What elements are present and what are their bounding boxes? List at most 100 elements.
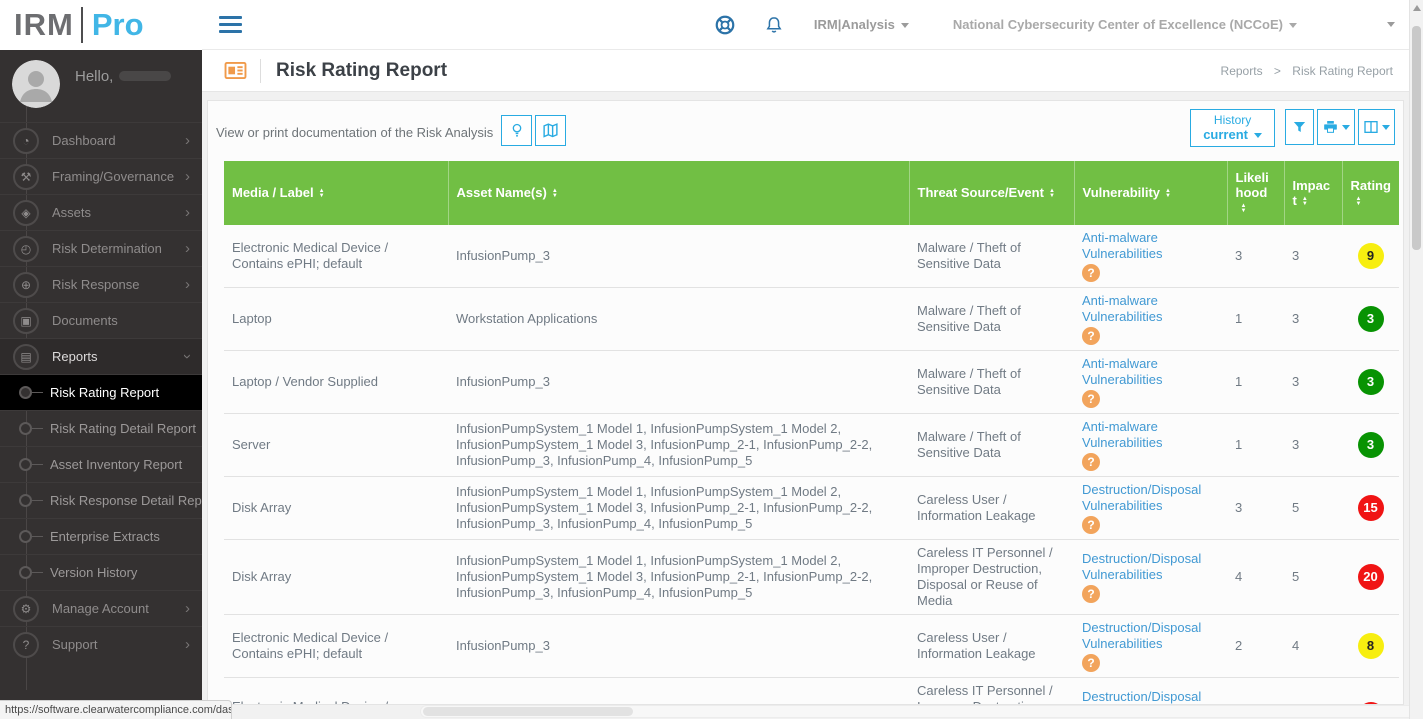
chevron-right-icon: › [185, 240, 190, 257]
help-question-icon[interactable]: ? [1082, 263, 1100, 282]
vulnerability-link[interactable]: Destruction/Disposal Vulnerabilities [1082, 550, 1202, 582]
vulnerability-link[interactable]: Anti-malware Vulnerabilities [1082, 355, 1163, 387]
sort-icon[interactable]: ▲ ▼ [1301, 195, 1308, 207]
scroll-up-arrow-icon[interactable] [1412, 5, 1421, 11]
user-dropdown[interactable] [1381, 16, 1395, 34]
column-header-rating[interactable]: Rating ▲ ▼ [1341, 160, 1399, 225]
sidebar-item-support[interactable]: ? Support › [0, 626, 202, 662]
breadcrumb-parent[interactable]: Reports [1220, 63, 1263, 78]
cell-media-label: Disk Array [224, 476, 448, 540]
sidebar-subitem-risk-rating-report[interactable]: Risk Rating Report [0, 374, 202, 410]
cell-rating: 8 [1342, 614, 1399, 678]
breadcrumb-current: Risk Rating Report [1292, 63, 1393, 78]
sidebar-item-label: Reports [52, 349, 98, 364]
cell-media-label: Disk Array [224, 539, 448, 615]
history-dropdown-button[interactable]: History current [1190, 109, 1275, 147]
column-header-threat-source-event[interactable]: Threat Source/Event ▲ ▼ [908, 160, 1074, 225]
sidebar-subitem-enterprise-extracts[interactable]: Enterprise Extracts [0, 518, 202, 554]
sidebar-item-documents[interactable]: ▣ Documents [0, 302, 202, 338]
column-header-likelihood[interactable]: Likelihood ▲ ▼ [1226, 160, 1284, 225]
organization-label: National Cybersecurity Center of Excelle… [952, 17, 1283, 32]
sort-icon[interactable]: ▲ ▼ [1165, 188, 1171, 200]
brand-primary: IRM [14, 7, 74, 42]
sidebar-subitem-label: Risk Rating Report [50, 385, 160, 400]
sidebar-item-manage-account[interactable]: ⚙ Manage Account › [0, 590, 202, 626]
column-header-asset-name-s[interactable]: Asset Name(s) ▲ ▼ [447, 160, 909, 225]
vulnerability-link[interactable]: Destruction/Disposal Vulnerabilities [1082, 688, 1202, 704]
vulnerability-link[interactable]: Anti-malware Vulnerabilities [1082, 292, 1163, 324]
sidebar-item-reports[interactable]: ▤ Reports › [0, 338, 202, 374]
vulnerability-link[interactable]: Destruction/Disposal Vulnerabilities [1082, 481, 1202, 513]
cell-asset-names: InfusionPump_3 [448, 614, 909, 678]
sort-icon[interactable]: ▲ ▼ [1048, 188, 1055, 200]
sort-icon[interactable]: ▲ ▼ [551, 188, 558, 200]
help-question-icon[interactable]: ? [1082, 515, 1100, 534]
sidebar-item-risk-determination[interactable]: ◴ Risk Determination › [0, 230, 202, 266]
sidebar-subitem-risk-rating-detail-report[interactable]: Risk Rating Detail Report [0, 410, 202, 446]
sidebar-item-risk-response[interactable]: ⊕ Risk Response › [0, 266, 202, 302]
cell-rating: 9 [1342, 224, 1399, 288]
map-book-button[interactable] [535, 115, 567, 147]
breadcrumb-separator: > [1273, 63, 1281, 78]
help-question-icon[interactable]: ? [1082, 389, 1100, 408]
lightbulb-button[interactable] [501, 115, 533, 147]
table-row: Disk Array InfusionPumpSystem_1 Model 1, … [224, 539, 1399, 615]
notifications-bell-icon[interactable] [764, 14, 784, 36]
sidebar-item-label: Risk Response [52, 277, 140, 292]
vulnerability-link[interactable]: Anti-malware Vulnerabilities [1082, 418, 1163, 450]
sidebar-subitem-risk-response-detail-report[interactable]: Risk Response Detail Report [0, 482, 202, 518]
header-divider [260, 58, 261, 83]
sort-icon[interactable]: ▲ ▼ [1240, 203, 1247, 215]
cell-threat-source: Malware / Theft of Sensitive Data [909, 413, 1074, 477]
cell-asset-names: Workstation Applications [448, 287, 909, 351]
briefcase-icon: ▣ [13, 307, 39, 334]
cell-rating: 3 [1342, 287, 1399, 351]
vulnerability-link[interactable]: Anti-malware Vulnerabilities [1082, 229, 1163, 261]
status-url-bubble: https://software.clearwatercompliance.co… [0, 700, 232, 719]
chevron-down-icon: › [179, 354, 196, 359]
column-header-impact[interactable]: Impact ▲ ▼ [1283, 160, 1342, 225]
help-question-icon[interactable]: ? [1082, 326, 1100, 345]
sort-icon[interactable]: ▲ ▼ [318, 188, 325, 200]
help-question-icon[interactable]: ? [1082, 653, 1100, 672]
column-header-media-label[interactable]: Media / Label ▲ ▼ [224, 160, 448, 225]
help-question-icon[interactable]: ? [1082, 452, 1100, 471]
diamond-icon: ◈ [13, 199, 39, 226]
sidebar-item-label: Dashboard [52, 133, 116, 148]
menu-toggle-icon[interactable] [219, 12, 242, 37]
horizontal-scrollbar[interactable] [420, 705, 1423, 718]
help-question-icon[interactable]: ? [1082, 584, 1100, 603]
sidebar-item-assets[interactable]: ◈ Assets › [0, 194, 202, 230]
columns-dropdown-button[interactable] [1358, 109, 1395, 145]
chevron-down-icon [1382, 124, 1390, 130]
sidebar-subitem-asset-inventory-report[interactable]: Asset Inventory Report [0, 446, 202, 482]
cell-impact: 3 [1284, 350, 1342, 414]
toolbar-hint-text: View or print documentation of the Risk … [216, 125, 494, 141]
sidebar-item-dashboard[interactable]: ◔ Dashboard › [0, 122, 202, 158]
logo-divider [80, 7, 83, 43]
cell-likelihood: 4 [1227, 677, 1284, 704]
filter-button[interactable] [1285, 109, 1314, 145]
rating-badge: 9 [1357, 242, 1384, 269]
page-title: Risk Rating Report [276, 59, 448, 81]
app-switcher-dropdown[interactable]: IRM|Analysis [814, 17, 909, 32]
vertical-scrollbar-thumb[interactable] [1412, 26, 1421, 250]
avatar[interactable] [12, 60, 60, 108]
sidebar-item-framing-governance[interactable]: ⚒ Framing/Governance › [0, 158, 202, 194]
sidebar-item-label: Manage Account [52, 601, 149, 616]
vertical-scrollbar[interactable] [1409, 0, 1423, 719]
sidebar-subitem-version-history[interactable]: Version History [0, 554, 202, 590]
sidebar-subitem-label: Version History [50, 565, 138, 580]
gauge-icon: ◴ [13, 235, 39, 262]
print-dropdown-button[interactable] [1317, 109, 1355, 145]
help-lifering-icon[interactable] [714, 14, 736, 36]
organization-dropdown[interactable]: National Cybersecurity Center of Excelle… [953, 17, 1297, 32]
vulnerability-link[interactable]: Destruction/Disposal Vulnerabilities [1082, 619, 1202, 651]
history-value: current [1203, 127, 1248, 143]
sort-icon[interactable]: ▲ ▼ [1355, 195, 1362, 207]
cell-vulnerability: Destruction/Disposal Vulnerabilities? [1074, 476, 1227, 540]
sidebar-subitem-label: Risk Response Detail Report [50, 493, 202, 508]
horizontal-scrollbar-thumb[interactable] [423, 707, 633, 716]
column-header-vulnerability[interactable]: Vulnerability ▲ ▼ [1073, 160, 1227, 225]
